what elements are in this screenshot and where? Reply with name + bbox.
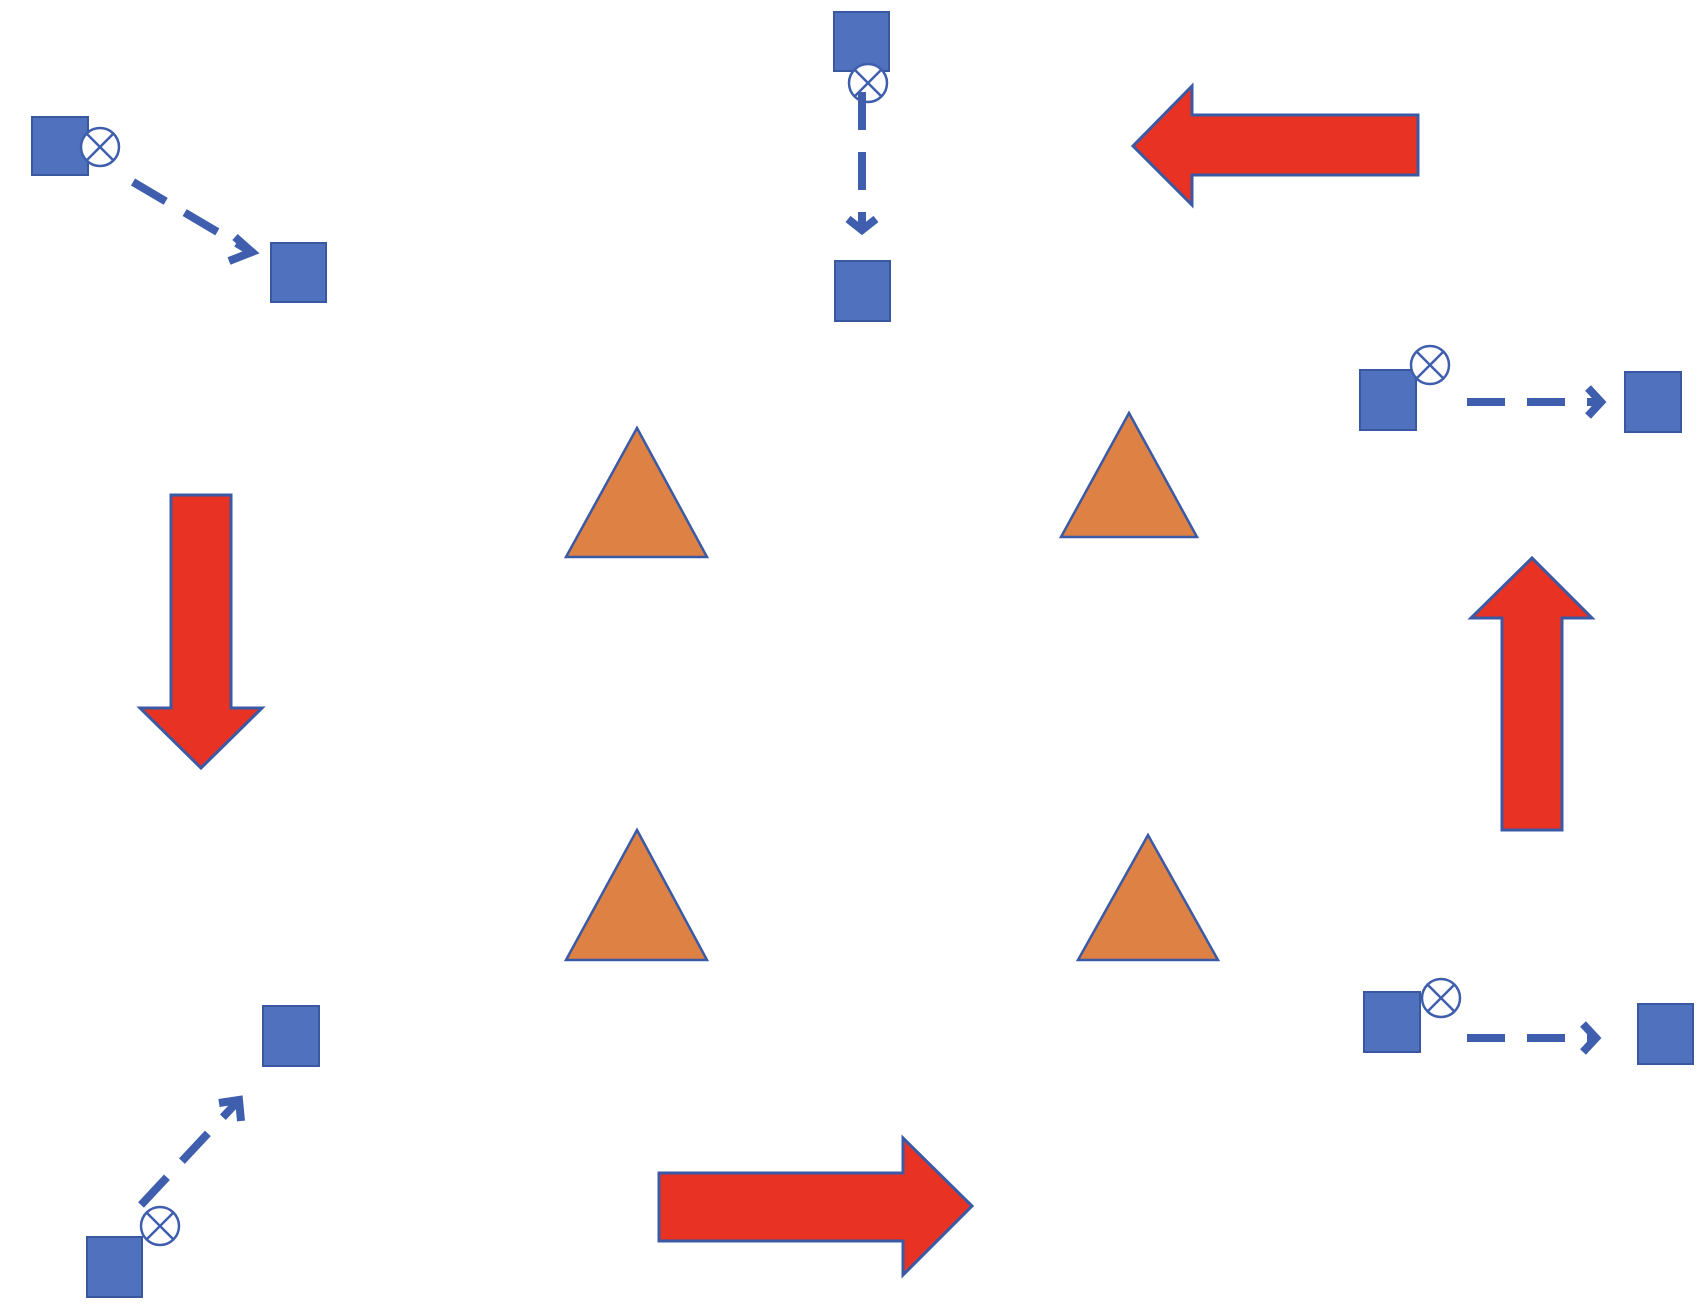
target-square	[270, 242, 327, 303]
circled-x-icon	[79, 126, 121, 168]
source-square	[1359, 369, 1417, 431]
triangle-bottom-left	[563, 827, 710, 962]
chevron-arrowhead-icon	[1585, 385, 1607, 419]
target-square	[262, 1005, 320, 1067]
source-square	[31, 116, 89, 176]
target-square	[1637, 1003, 1694, 1065]
source-square	[833, 11, 890, 72]
connector-bottom-left	[86, 1005, 320, 1298]
source-square	[1363, 991, 1421, 1053]
circled-x-icon	[847, 62, 889, 104]
connector-right-upper	[1359, 344, 1682, 433]
triangle-top-left	[563, 425, 710, 559]
red-arrow-top	[1130, 82, 1420, 209]
red-arrow-bottom	[657, 1134, 975, 1279]
chevron-arrowhead-icon	[218, 1095, 245, 1122]
chevron-arrowhead-icon	[227, 234, 260, 265]
target-square	[834, 260, 891, 322]
chevron-arrowhead-icon	[845, 215, 879, 236]
dashed-connector-line	[138, 1097, 242, 1208]
triangle-top-right	[1058, 410, 1200, 539]
triangle-bottom-right	[1075, 832, 1221, 962]
connector-right-lower	[1363, 977, 1694, 1065]
source-square	[86, 1236, 143, 1298]
connector-top-left	[31, 116, 327, 303]
connector-top-center	[833, 11, 891, 322]
circled-x-icon	[1420, 977, 1462, 1019]
target-square	[1624, 371, 1682, 433]
red-arrow-left	[136, 493, 266, 771]
circled-x-icon	[1409, 344, 1451, 386]
red-arrow-right	[1467, 555, 1596, 832]
dashed-connector-line	[130, 178, 251, 254]
circled-x-icon	[139, 1205, 181, 1247]
chevron-arrowhead-icon	[1580, 1021, 1602, 1055]
